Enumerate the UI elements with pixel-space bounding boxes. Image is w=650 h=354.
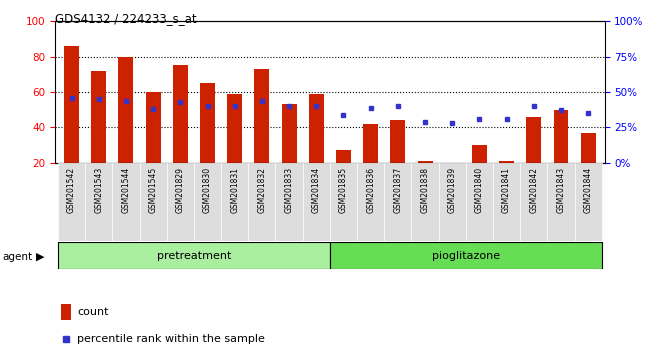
Bar [60,304,71,320]
Text: GSM201842: GSM201842 [529,167,538,213]
Bar [439,163,466,241]
Text: pretreatment: pretreatment [157,251,231,261]
Bar [221,163,248,241]
Text: GSM201835: GSM201835 [339,167,348,213]
Bar [58,242,330,269]
Text: GSM201838: GSM201838 [421,167,430,213]
Bar [357,163,384,241]
Bar [520,163,547,241]
Bar [85,163,112,241]
Bar [173,65,188,163]
Bar [64,46,79,163]
Bar [91,71,106,163]
Text: GSM201830: GSM201830 [203,167,212,213]
Bar [547,163,575,241]
Bar [330,242,602,269]
Text: GSM201831: GSM201831 [230,167,239,213]
Text: GSM201844: GSM201844 [584,167,593,213]
Text: GSM201841: GSM201841 [502,167,511,213]
Text: GSM201542: GSM201542 [67,167,76,213]
Bar [200,83,215,163]
Bar [336,150,351,163]
Bar [526,117,541,163]
Bar [281,104,296,163]
Text: GDS4132 / 224233_s_at: GDS4132 / 224233_s_at [55,12,197,25]
Text: count: count [77,307,109,317]
Bar [276,163,303,241]
Bar [112,163,140,241]
Text: ▶: ▶ [36,252,44,262]
Text: GSM201833: GSM201833 [285,167,294,213]
Text: GSM201832: GSM201832 [257,167,266,213]
Bar [411,163,439,241]
Bar [363,124,378,163]
Bar [303,163,330,241]
Bar [330,163,357,241]
Text: GSM201839: GSM201839 [448,167,457,213]
Bar [248,163,276,241]
Text: GSM201829: GSM201829 [176,167,185,213]
Bar [58,163,85,241]
Bar [194,163,221,241]
Bar [472,145,487,163]
Text: GSM201843: GSM201843 [556,167,566,213]
Text: GSM201840: GSM201840 [475,167,484,213]
Text: GSM201836: GSM201836 [366,167,375,213]
Bar [580,133,595,163]
Text: GSM201834: GSM201834 [312,167,321,213]
Bar [254,69,269,163]
Bar [118,57,133,163]
Bar [554,110,569,163]
Text: GSM201544: GSM201544 [122,167,131,213]
Text: pioglitazone: pioglitazone [432,251,500,261]
Bar [140,163,167,241]
Bar [384,163,411,241]
Text: agent: agent [2,252,32,262]
Text: percentile rank within the sample: percentile rank within the sample [77,334,265,344]
Text: GSM201545: GSM201545 [149,167,158,213]
Bar [167,163,194,241]
Bar [309,94,324,163]
Bar [499,161,514,163]
Text: GSM201543: GSM201543 [94,167,103,213]
Bar [391,120,406,163]
Bar [466,163,493,241]
Bar [227,94,242,163]
Bar [493,163,520,241]
Bar [575,163,602,241]
Text: GSM201837: GSM201837 [393,167,402,213]
Bar [417,161,432,163]
Bar [146,92,161,163]
